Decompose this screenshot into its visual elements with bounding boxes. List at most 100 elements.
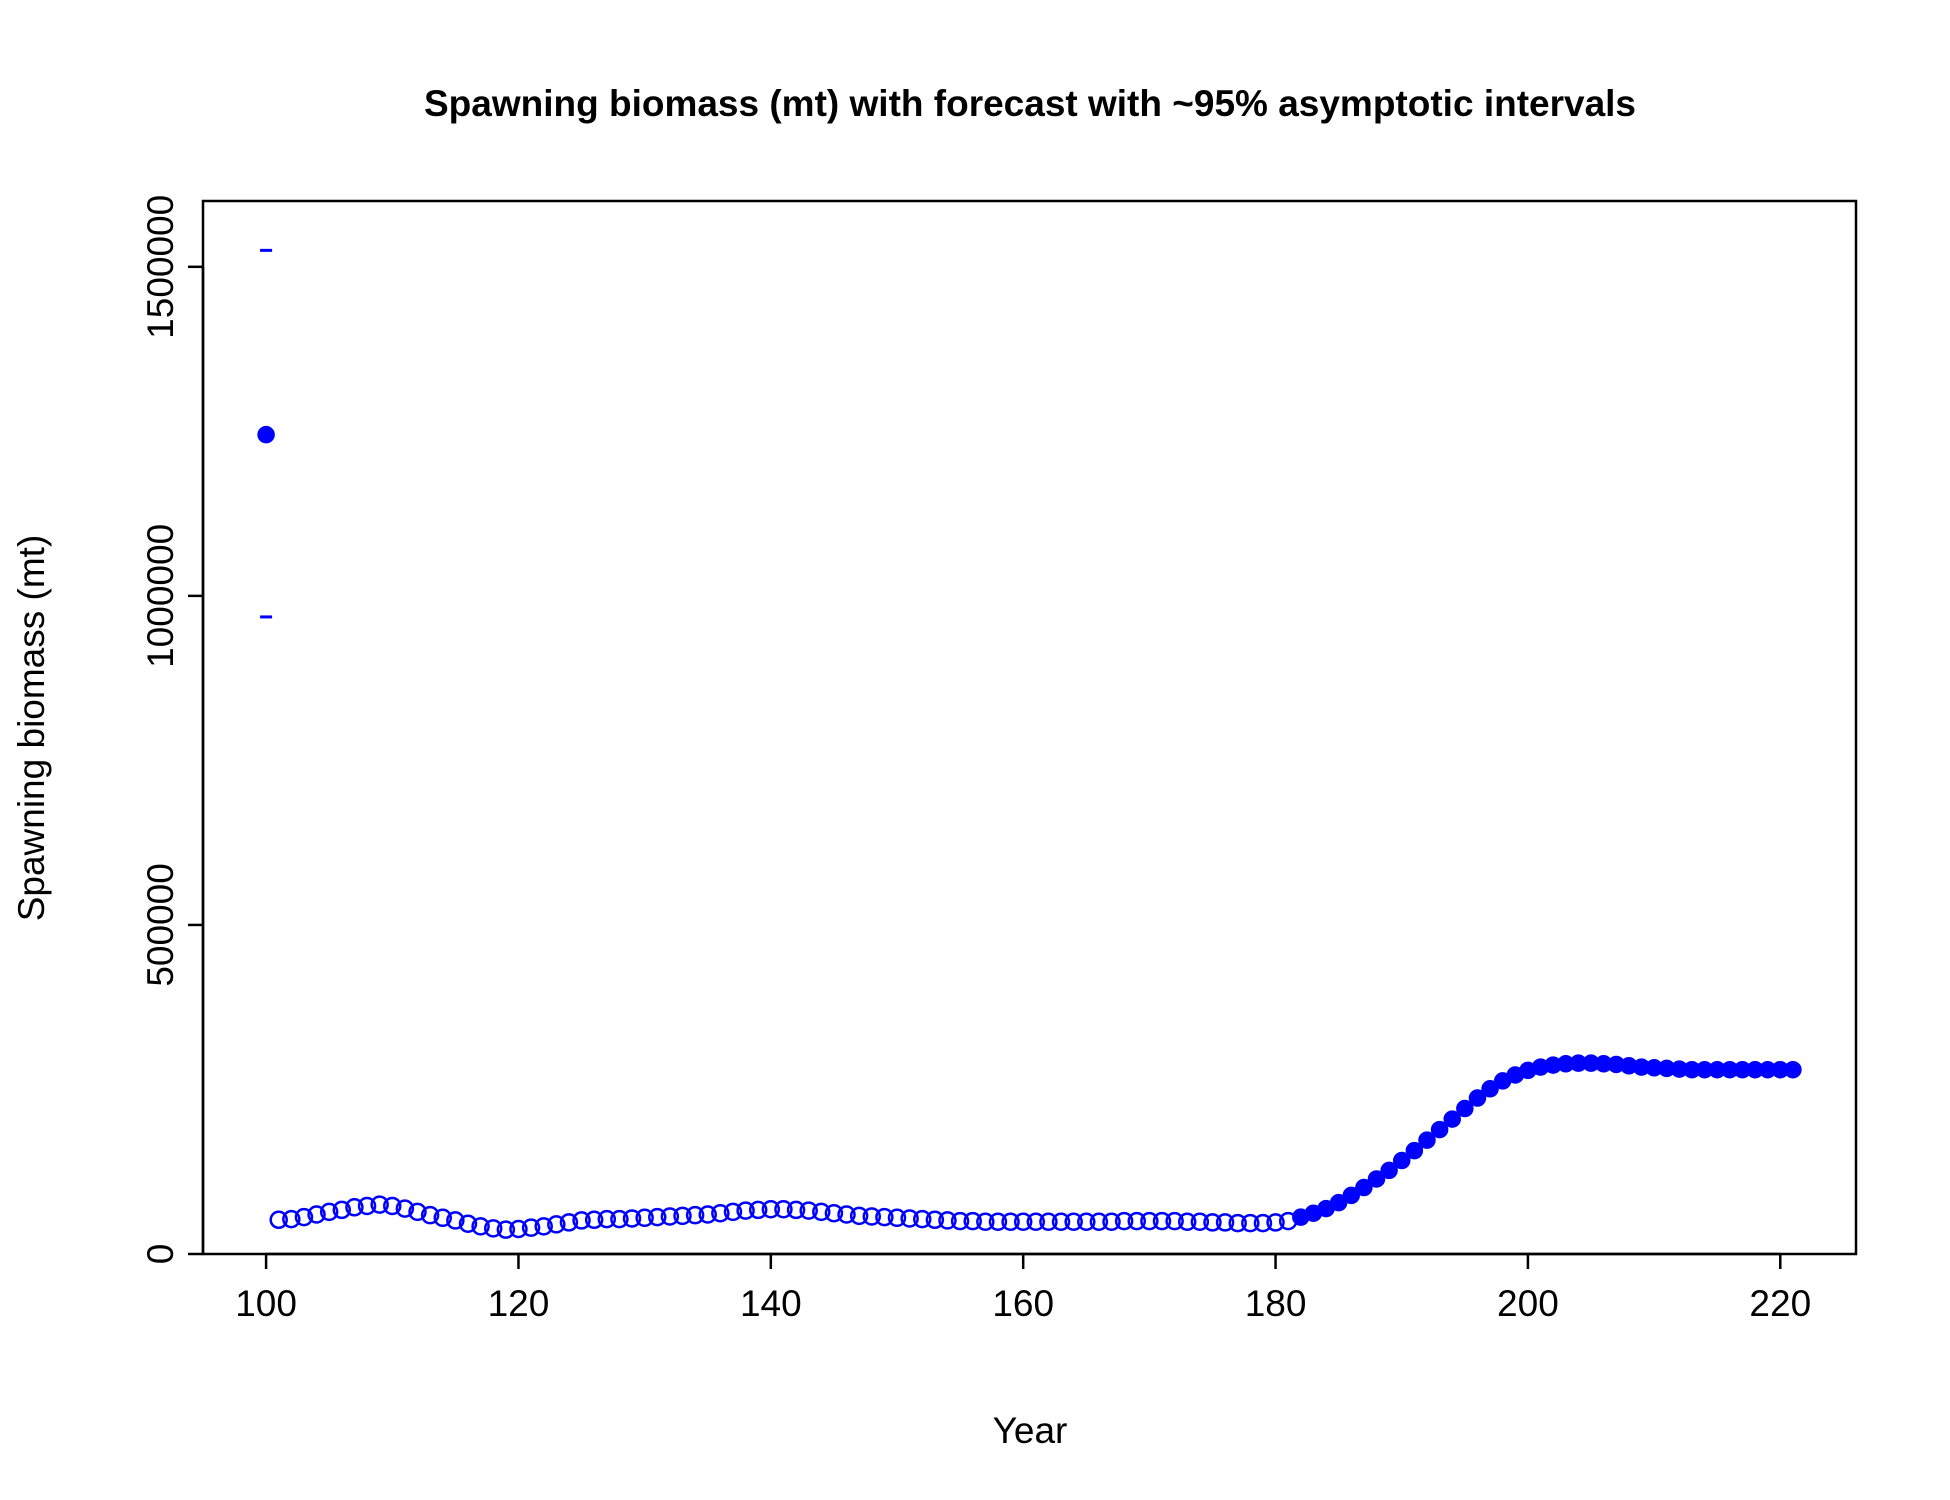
x-axis-label: Year <box>993 1410 1068 1451</box>
chart-title: Spawning biomass (mt) with forecast with… <box>424 83 1636 124</box>
y-tick-label: 500000 <box>140 863 181 986</box>
data-point <box>534 1217 553 1236</box>
y-axis: 0 500000 1000000 1500000 <box>140 195 205 1264</box>
data-point <box>1342 1186 1361 1205</box>
data-point <box>383 1196 402 1216</box>
data-point <box>622 1209 642 1228</box>
data-point <box>1266 1213 1285 1232</box>
data-point <box>345 1198 364 1217</box>
data-point <box>1190 1212 1210 1232</box>
data-point <box>736 1201 755 1220</box>
data-point <box>1127 1211 1147 1231</box>
data-point <box>1102 1212 1121 1232</box>
data-point <box>509 1219 528 1239</box>
data-point <box>1481 1080 1499 1098</box>
data-point <box>1355 1178 1373 1197</box>
data-point <box>307 1205 326 1224</box>
data-point <box>1430 1120 1449 1139</box>
y-tick-label: 1500000 <box>140 195 181 339</box>
data-point <box>938 1211 957 1230</box>
data-point <box>332 1200 352 1220</box>
data-point <box>572 1211 591 1230</box>
data-point <box>912 1209 932 1229</box>
data-point <box>837 1205 856 1224</box>
plot-frame <box>201 199 1858 1256</box>
y-tick-label: 1000000 <box>140 524 181 668</box>
data-point <box>673 1206 692 1226</box>
data-point <box>1013 1212 1033 1232</box>
data-point <box>496 1220 516 1239</box>
data-point <box>1064 1212 1083 1232</box>
data-point <box>1456 1099 1474 1118</box>
data-point <box>1140 1211 1159 1231</box>
data-point <box>1392 1151 1411 1170</box>
data-point <box>1468 1089 1487 1107</box>
data-point <box>774 1199 793 1219</box>
data-point <box>357 1196 377 1216</box>
data-point <box>1114 1211 1134 1231</box>
data-point <box>458 1214 478 1233</box>
data-point <box>1001 1212 1020 1232</box>
data-point <box>1228 1213 1247 1233</box>
data-point <box>824 1203 844 1223</box>
data-point <box>963 1211 982 1231</box>
data-point <box>799 1201 818 1220</box>
data-point <box>1089 1212 1109 1232</box>
data-point <box>1418 1131 1436 1149</box>
data-point <box>547 1215 566 1234</box>
x-tick-label: 160 <box>992 1283 1054 1324</box>
data-point <box>1367 1170 1386 1188</box>
data-point <box>900 1209 919 1228</box>
data-point <box>1241 1213 1260 1233</box>
data-point <box>925 1210 945 1230</box>
data-point <box>521 1218 541 1237</box>
data-point <box>812 1202 831 1222</box>
x-tick-label: 100 <box>235 1283 297 1324</box>
data-point <box>723 1202 743 1222</box>
data-point <box>786 1200 806 1220</box>
data-point <box>1039 1212 1058 1232</box>
data-point <box>395 1199 415 1218</box>
data-point <box>875 1207 894 1227</box>
data-point <box>420 1205 440 1225</box>
data-point <box>471 1217 490 1236</box>
data-point <box>635 1208 654 1228</box>
data-point <box>976 1212 995 1232</box>
data-point <box>294 1207 314 1227</box>
data-point <box>1077 1212 1096 1232</box>
data-point <box>988 1212 1008 1232</box>
data-points <box>257 425 1802 1239</box>
data-point <box>584 1210 604 1230</box>
data-point <box>711 1203 730 1223</box>
data-point <box>282 1209 301 1229</box>
data-point <box>1380 1161 1398 1180</box>
data-point <box>446 1211 465 1230</box>
data-point <box>1784 1060 1802 1079</box>
data-point <box>1026 1212 1046 1232</box>
data-point <box>1253 1213 1273 1233</box>
data-point <box>748 1200 768 1220</box>
x-tick-label: 200 <box>1497 1283 1559 1324</box>
x-axis: 100 120 140 160 180 200 220 <box>235 1252 1811 1324</box>
data-point <box>1215 1213 1235 1232</box>
confidence-intervals <box>260 248 273 619</box>
data-point <box>408 1202 427 1222</box>
data-point <box>648 1207 667 1227</box>
data-point <box>887 1208 907 1228</box>
data-point <box>1152 1211 1172 1231</box>
data-point <box>1165 1211 1184 1231</box>
data-point <box>370 1195 389 1214</box>
data-point <box>319 1202 339 1222</box>
data-point <box>849 1206 869 1226</box>
data-point <box>597 1209 617 1229</box>
y-axis-label: Spawning biomass (mt) <box>11 535 52 922</box>
data-point <box>685 1205 705 1225</box>
data-point <box>1203 1213 1222 1232</box>
data-point <box>862 1207 882 1226</box>
data-point <box>698 1205 717 1224</box>
data-point <box>1405 1141 1424 1160</box>
x-tick-label: 180 <box>1245 1283 1307 1324</box>
x-tick-label: 220 <box>1749 1283 1811 1324</box>
data-point <box>559 1213 579 1232</box>
